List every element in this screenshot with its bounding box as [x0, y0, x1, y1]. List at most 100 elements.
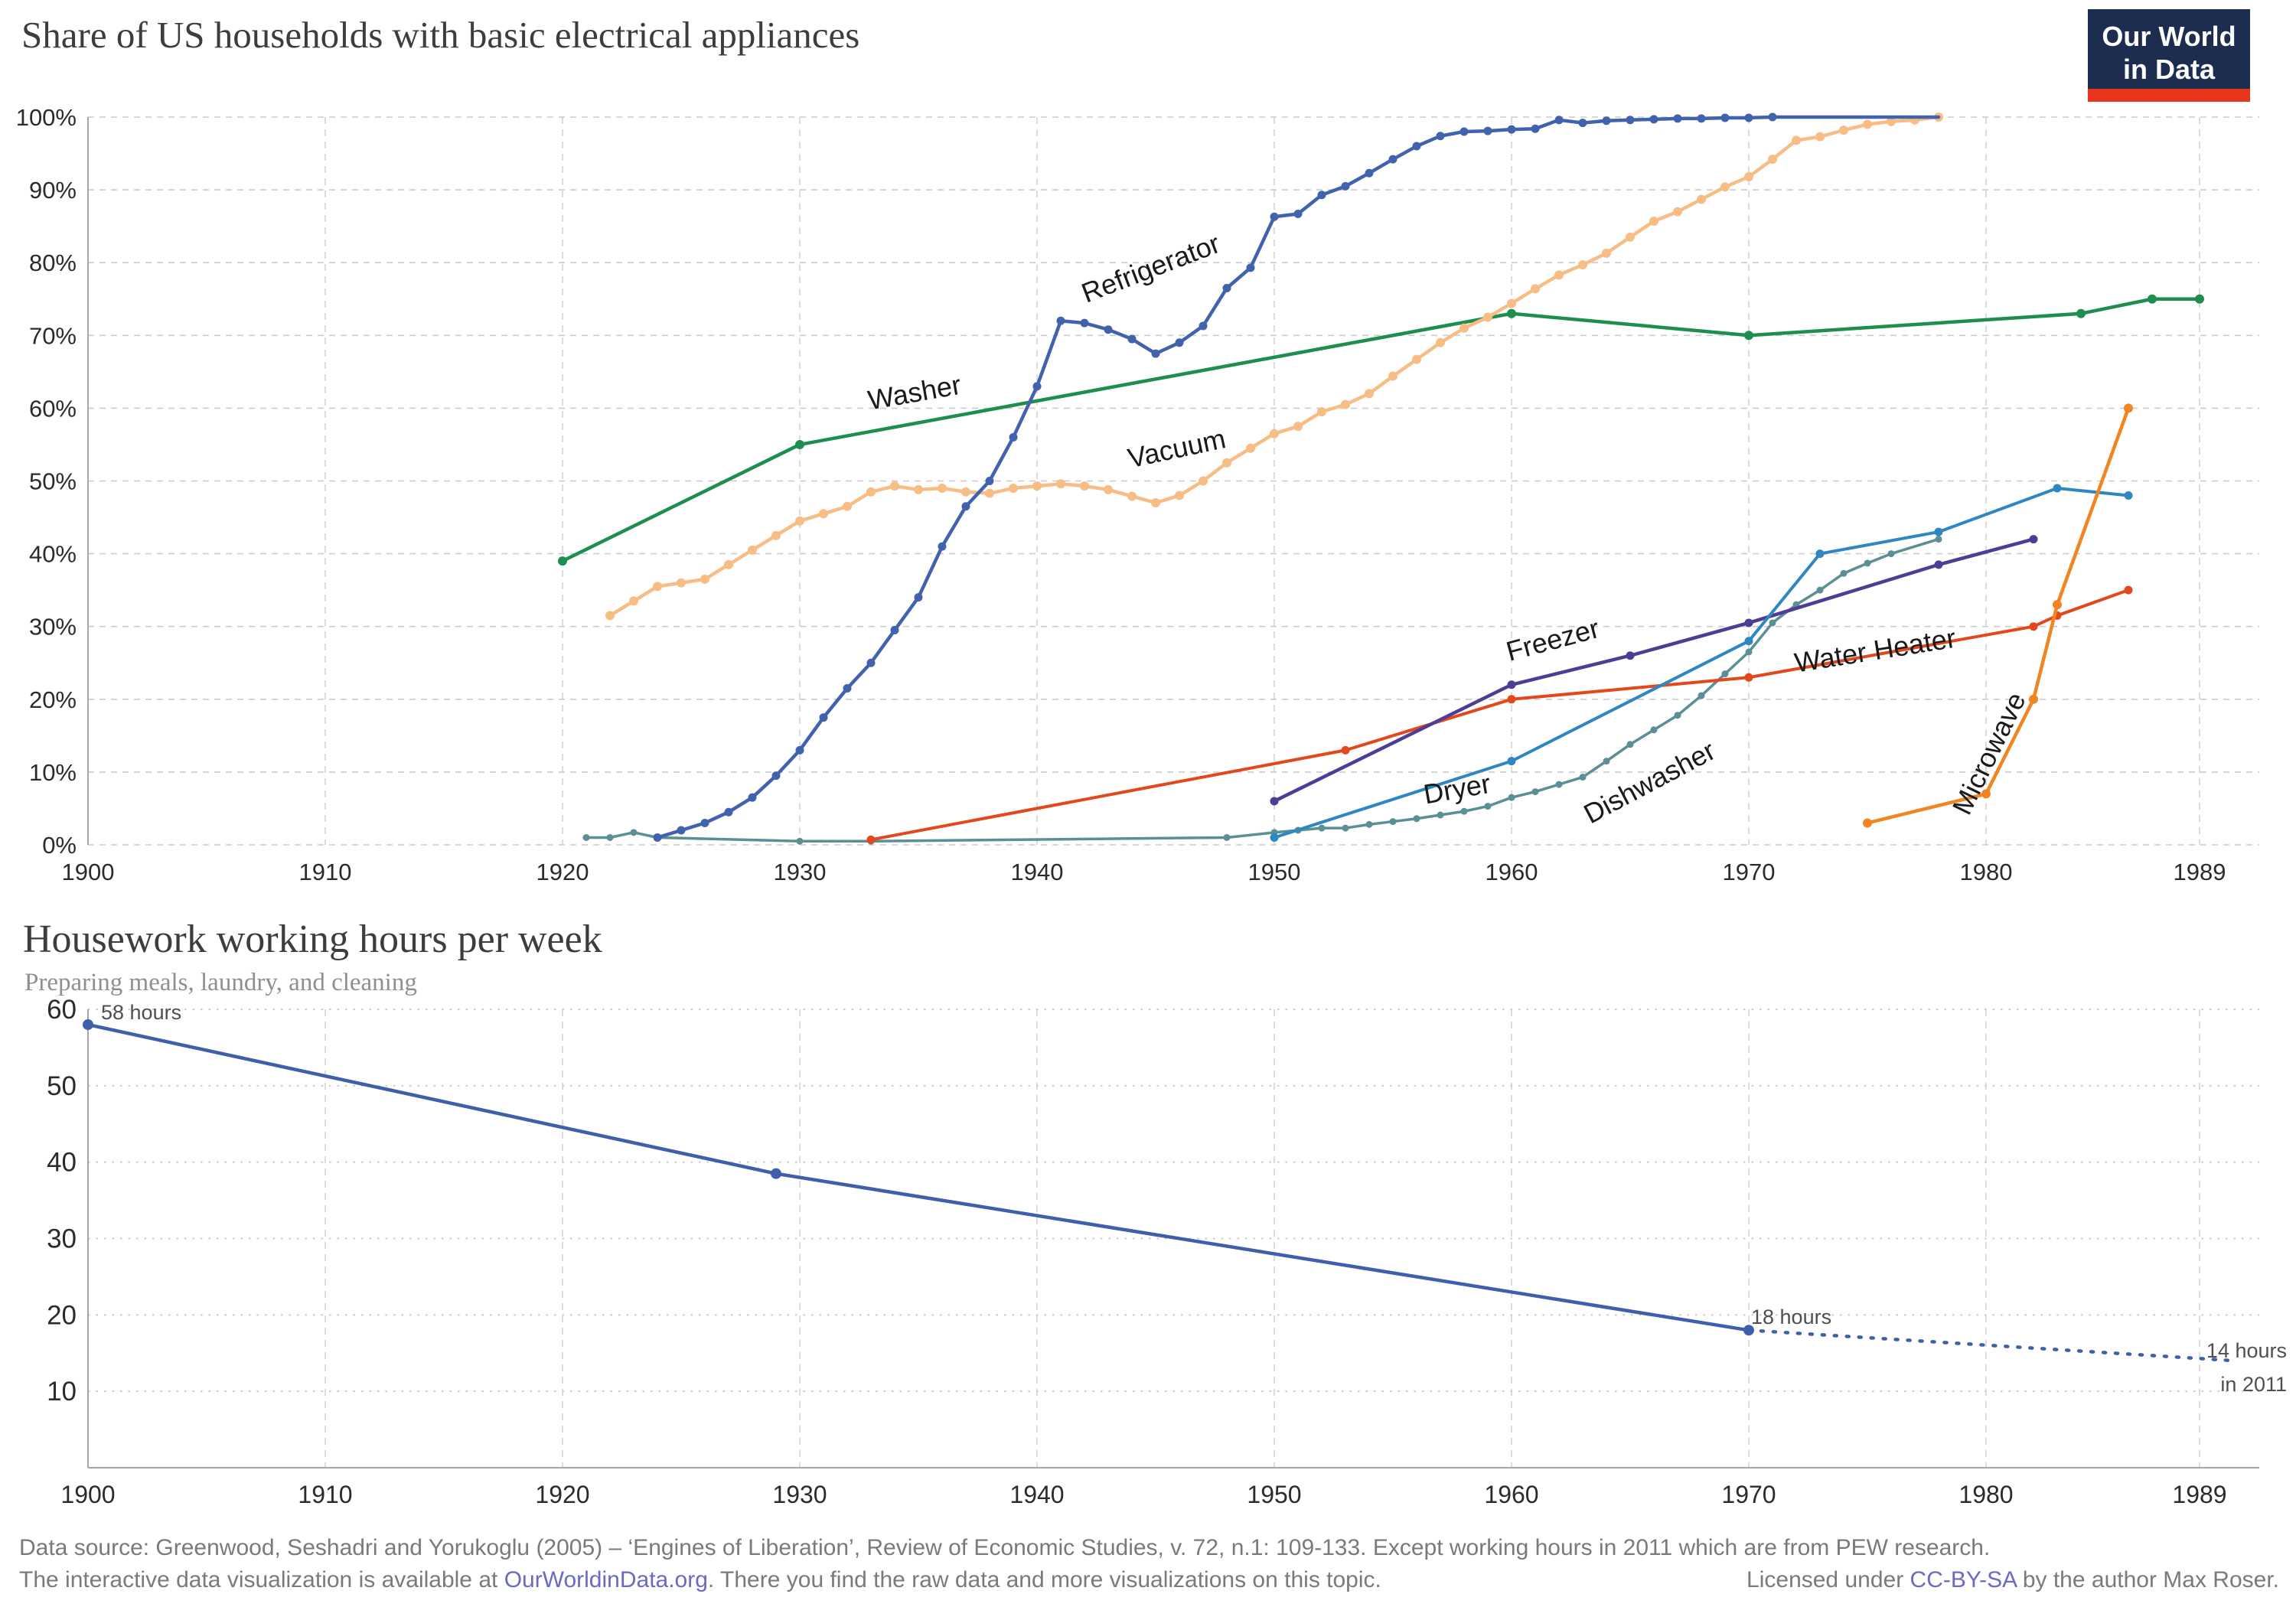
bottom-chart-annotations: 58 hours 18 hours 14 hours in 2011	[101, 1001, 2287, 1396]
series-dot-refrigerator	[1199, 321, 1208, 331]
series-label-microwave: Microwave	[1946, 687, 2032, 820]
series-dot-vacuum	[1127, 491, 1137, 501]
series-dot-water-heater	[2029, 622, 2038, 631]
footer-line1: Data source: Greenwood, Seshadri and Yor…	[19, 1535, 1990, 1560]
series-dot-washer	[2076, 308, 2086, 318]
series-dot-dishwasher	[1816, 586, 1824, 594]
top-chart-series-labels: Dishwasher Water Heater Freezer Dryer Washer…	[866, 227, 2032, 830]
y-tick-label: 70%	[29, 322, 77, 349]
series-dot-dishwasher	[1745, 648, 1753, 656]
x-tick-label: 1900	[62, 859, 115, 885]
y-tick-label: 40%	[29, 541, 77, 568]
x-tick-label: 1989	[2174, 859, 2226, 885]
series-dot-vacuum	[1744, 171, 1753, 181]
series-dot-vacuum	[1199, 476, 1208, 486]
x-tick-label: 1950	[1248, 859, 1301, 885]
x-tick-label: 1960	[1486, 859, 1538, 885]
series-dot-vacuum	[819, 509, 828, 519]
series-line-refrigerator	[655, 115, 1941, 839]
series-dot-vacuum	[985, 488, 994, 498]
bottom-chart-gridlines	[87, 1009, 2259, 1468]
series-dot-dishwasher	[1531, 788, 1539, 796]
series-dot-refrigerator	[748, 793, 757, 802]
series-dot-vacuum	[1578, 260, 1587, 270]
series-dot-refrigerator	[985, 477, 994, 485]
series-dot-vacuum	[1697, 194, 1706, 204]
series-dot-dryer	[1507, 757, 1516, 766]
series-dot-vacuum	[1317, 407, 1326, 417]
series-dot-refrigerator	[1602, 116, 1611, 125]
series-dot-vacuum	[1246, 443, 1255, 453]
series-dot-housework-hours	[771, 1168, 781, 1179]
series-dot-vacuum	[890, 481, 899, 491]
footer-datasite-text: . There you find the raw data and more v…	[708, 1567, 1381, 1592]
footer-license-link[interactable]: CC-BY-SA	[1910, 1567, 2018, 1592]
series-label-vacuum: Vacuum	[1125, 422, 1228, 474]
x-tick-label: 1910	[298, 1481, 352, 1508]
series-dot-refrigerator	[1388, 155, 1397, 164]
series-dot-refrigerator	[1365, 168, 1374, 178]
series-dot-freezer	[1270, 797, 1279, 806]
series-dot-vacuum	[629, 596, 638, 606]
series-dot-refrigerator	[961, 502, 970, 511]
series-dot-vacuum	[1673, 207, 1682, 217]
series-dot-vacuum	[1720, 182, 1730, 192]
series-dot-refrigerator	[1317, 191, 1326, 200]
series-dot-vacuum	[700, 574, 709, 584]
series-dot-vacuum	[843, 501, 852, 511]
series-dot-vacuum	[914, 484, 923, 494]
series-dot-washer	[1744, 331, 1753, 341]
label-14-hours: 14 hours	[2206, 1339, 2287, 1362]
series-dot-refrigerator	[1056, 316, 1065, 325]
series-dot-vacuum	[961, 487, 970, 497]
series-dot-freezer	[1934, 560, 1943, 569]
series-dot-vacuum	[1412, 354, 1421, 364]
series-dot-refrigerator	[724, 807, 733, 817]
series-dot-vacuum	[1151, 498, 1160, 508]
footer-license-text: Licensed under	[1746, 1567, 1910, 1592]
label-in-2011: in 2011	[2220, 1373, 2287, 1396]
series-dot-dishwasher	[1437, 811, 1444, 819]
series-dot-dishwasher	[1579, 774, 1587, 781]
bottom-chart-subtitle: Preparing meals, laundry, and cleaning	[24, 969, 417, 996]
y-tick-label: 100%	[16, 104, 77, 131]
series-dot-water-heater	[1744, 673, 1753, 682]
series-dot-refrigerator	[653, 833, 662, 842]
series-dot-refrigerator	[1151, 349, 1160, 358]
series-dot-refrigerator	[1293, 209, 1303, 218]
series-dot-microwave	[1863, 818, 1872, 828]
series-dot-dishwasher	[1864, 559, 1871, 567]
y-tick-label: 60	[47, 995, 77, 1025]
series-dot-dishwasher	[1223, 833, 1231, 841]
series-dot-dryer	[2124, 491, 2133, 500]
series-dot-washer	[2195, 294, 2204, 304]
bottom-chart-title: Housework working hours per week	[23, 918, 602, 961]
series-dot-refrigerator	[1270, 212, 1279, 221]
series-dot-dishwasher	[1318, 824, 1326, 832]
series-dot-dishwasher	[1674, 712, 1681, 719]
series-dot-dishwasher	[630, 829, 638, 836]
series-dot-vacuum	[605, 611, 615, 621]
series-dot-dishwasher	[1508, 794, 1515, 801]
series-dot-vacuum	[1863, 119, 1872, 129]
series-dot-dryer	[1270, 833, 1279, 842]
series-dot-refrigerator	[1127, 334, 1137, 344]
footer-line2-right: Licensed under CC-BY-SA by the author Ma…	[1746, 1567, 2279, 1592]
series-dot-washer	[795, 439, 804, 449]
series-dot-freezer	[1507, 680, 1516, 689]
series-dot-vacuum	[1436, 337, 1445, 347]
y-tick-label: 20	[47, 1300, 77, 1330]
y-tick-label: 50	[47, 1071, 77, 1101]
series-dot-refrigerator	[866, 658, 876, 667]
series-dot-dryer	[1815, 549, 1825, 559]
footer-datasite-link[interactable]: OurWorldinData.org	[504, 1567, 708, 1592]
series-dot-refrigerator	[1009, 432, 1018, 442]
owid-logo-line1: Our World	[2102, 21, 2236, 52]
series-dot-refrigerator	[795, 745, 804, 755]
series-dot-dishwasher	[606, 833, 614, 841]
owid-logo[interactable]: Our World in Data	[2088, 9, 2250, 102]
series-dot-refrigerator	[1697, 114, 1706, 123]
top-chart-title: Share of US households with basic electr…	[21, 14, 859, 56]
series-dot-refrigerator	[700, 818, 709, 827]
series-dot-dishwasher	[1342, 824, 1349, 832]
